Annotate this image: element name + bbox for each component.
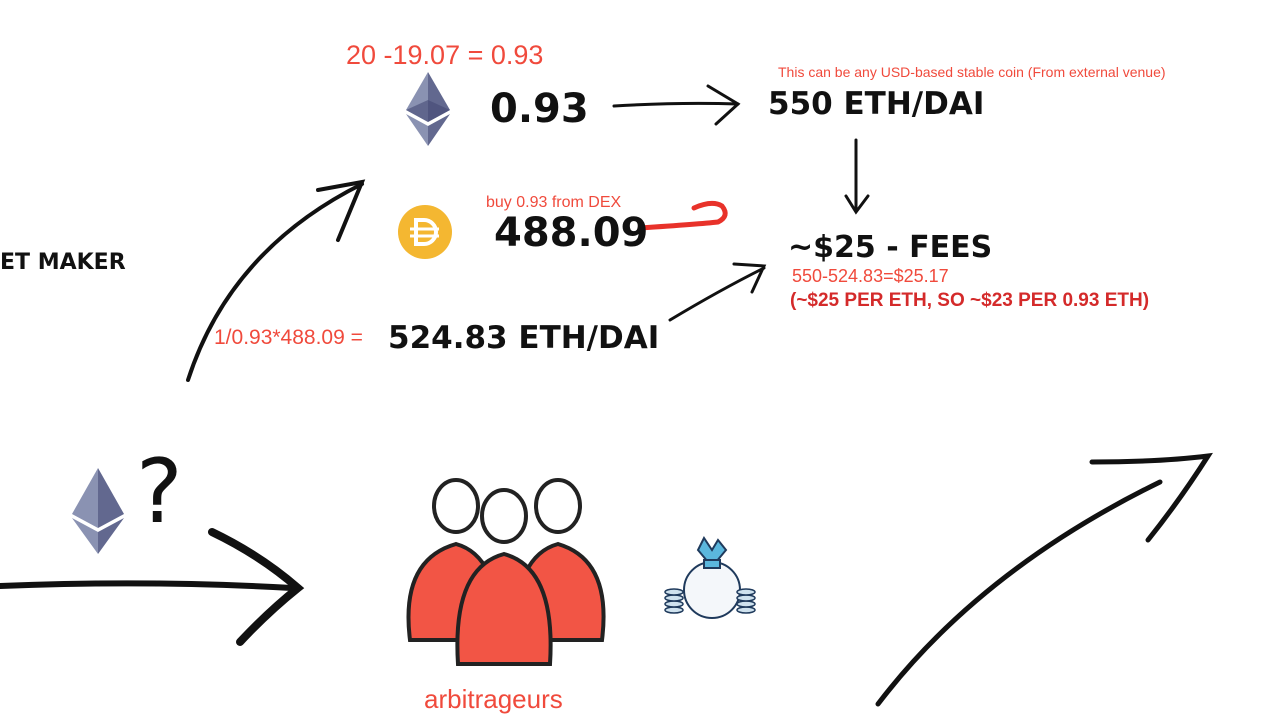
arrow-external-to-fees (844, 138, 870, 215)
external-price: 550 ETH/DAI (768, 86, 985, 122)
money-bag-icon (664, 536, 756, 619)
curved-arrow-up-right (875, 452, 1213, 707)
dex-note: buy 0.93 from DEX (486, 194, 622, 211)
stable-coin-note: This can be any USD-based stable coin (F… (778, 64, 1166, 80)
ethereum-icon (72, 468, 124, 554)
arrow-eth-to-external (612, 84, 741, 126)
eth-amount: 0.93 (490, 86, 589, 132)
price-calculation: 1/0.93*488.09 = (214, 326, 363, 349)
arrow-to-arbitrageurs (0, 528, 305, 646)
dex-price: 524.83 ETH/DAI (388, 320, 660, 356)
curved-arrow-up-left (186, 179, 366, 382)
dai-coin-icon (398, 205, 452, 259)
arbitrageurs-group-icon (406, 478, 606, 666)
eth-calculation: 20 -19.07 = 0.93 (346, 40, 544, 70)
market-maker-fragment: ET MAKER (0, 250, 126, 275)
fees-label: ~$25 - FEES (788, 230, 993, 265)
red-hook-mark (637, 200, 728, 231)
dai-amount: 488.09 (494, 210, 649, 256)
arbitrageurs-label: arbitrageurs (424, 684, 563, 714)
fee-note: (~$25 PER ETH, SO ~$23 PER 0.93 ETH) (790, 290, 1150, 311)
ethereum-icon (406, 72, 450, 146)
fee-calculation: 550-524.83=$25.17 (792, 266, 949, 286)
question-mark: ? (136, 440, 183, 543)
arrow-dex-to-fees (668, 262, 767, 322)
